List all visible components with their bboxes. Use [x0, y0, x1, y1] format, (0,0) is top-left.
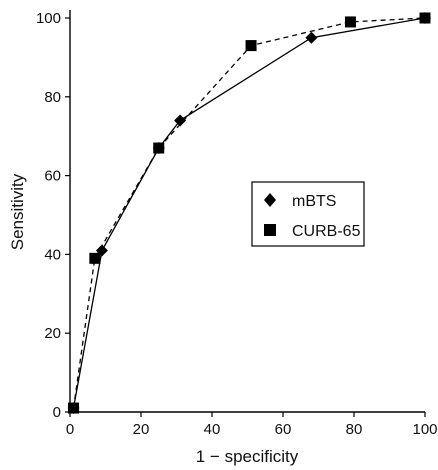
x-tick-label: 100 [412, 421, 437, 438]
x-tick-label: 0 [66, 421, 74, 438]
ticks [65, 17, 426, 417]
legend-label-mbts: mBTS [292, 193, 336, 210]
data-point-mbts [305, 31, 318, 44]
x-tick-label: 20 [133, 421, 150, 438]
data-point-curb65 [68, 402, 80, 414]
series-line-curb65 [72, 17, 426, 409]
y-tick-label: 80 [44, 89, 61, 106]
legend-label-curb65: CURB-65 [292, 223, 361, 240]
data-point-mbts [174, 114, 187, 127]
data-point-curb65 [344, 16, 356, 28]
legend: mBTS CURB-65 [251, 181, 365, 247]
series-line-mbts [72, 17, 426, 409]
data-point-curb65 [153, 142, 165, 154]
x-tick-label: 80 [346, 421, 363, 438]
x-axis-title: 1 − specificity [196, 447, 299, 466]
x-tick-label: 60 [275, 421, 292, 438]
y-axis-title: Sensitivity [8, 173, 27, 250]
y-tick-label: 20 [44, 325, 61, 342]
legend-marker-curb65 [264, 224, 276, 236]
data-point-curb65 [419, 12, 431, 24]
y-tick-label: 0 [53, 404, 61, 421]
y-tick-label: 60 [44, 168, 61, 185]
tick-labels: 0 20 40 60 80 100 0 20 40 60 80 100 [36, 10, 438, 438]
x-tick-label: 40 [204, 421, 221, 438]
axes [69, 10, 425, 413]
y-tick-label: 100 [36, 10, 61, 27]
legend-marker-mbts [264, 193, 276, 207]
data-point-curb65 [245, 40, 257, 52]
series-lines [72, 17, 426, 409]
y-tick-label: 40 [44, 246, 61, 263]
series-markers [67, 12, 431, 415]
data-point-curb65 [89, 252, 101, 264]
